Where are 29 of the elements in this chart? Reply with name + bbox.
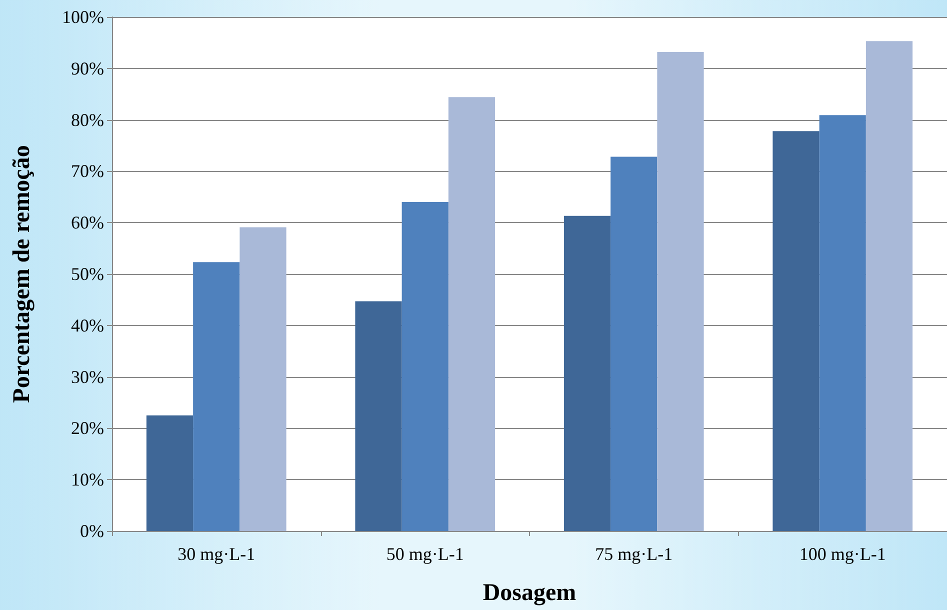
y-axis-title: Porcentagem de remoção bbox=[9, 145, 35, 403]
bar bbox=[819, 115, 866, 531]
bar bbox=[146, 415, 194, 531]
bar bbox=[866, 41, 913, 531]
y-tick-label: 0% bbox=[80, 521, 104, 541]
y-tick-label: 70% bbox=[71, 161, 104, 182]
bar bbox=[772, 131, 820, 531]
y-tick-label: 100% bbox=[62, 7, 104, 27]
bar bbox=[610, 156, 658, 531]
y-tick-label: 20% bbox=[71, 418, 104, 438]
y-tick-label: 40% bbox=[71, 315, 104, 336]
y-tick-label: 50% bbox=[71, 264, 104, 284]
y-tick-label: 80% bbox=[71, 110, 104, 130]
bar bbox=[240, 227, 286, 531]
x-tick-label: 75 mg·L-1 bbox=[595, 544, 673, 564]
y-tick-label: 30% bbox=[71, 366, 104, 387]
y-tick-label: 10% bbox=[71, 470, 104, 490]
bar bbox=[402, 202, 448, 531]
bar bbox=[355, 301, 402, 531]
bar bbox=[564, 216, 611, 531]
x-tick-label: 50 mg·L-1 bbox=[386, 544, 464, 564]
x-tick-label: 30 mg·L-1 bbox=[178, 544, 256, 564]
bar bbox=[193, 262, 240, 531]
y-tick-label: 90% bbox=[71, 58, 104, 78]
bar bbox=[448, 97, 496, 531]
y-tick-label: 60% bbox=[71, 212, 104, 233]
x-tick-label: 100 mg·L-1 bbox=[799, 544, 886, 564]
x-axis-title: Dosagem bbox=[482, 580, 576, 606]
bar bbox=[657, 52, 704, 531]
